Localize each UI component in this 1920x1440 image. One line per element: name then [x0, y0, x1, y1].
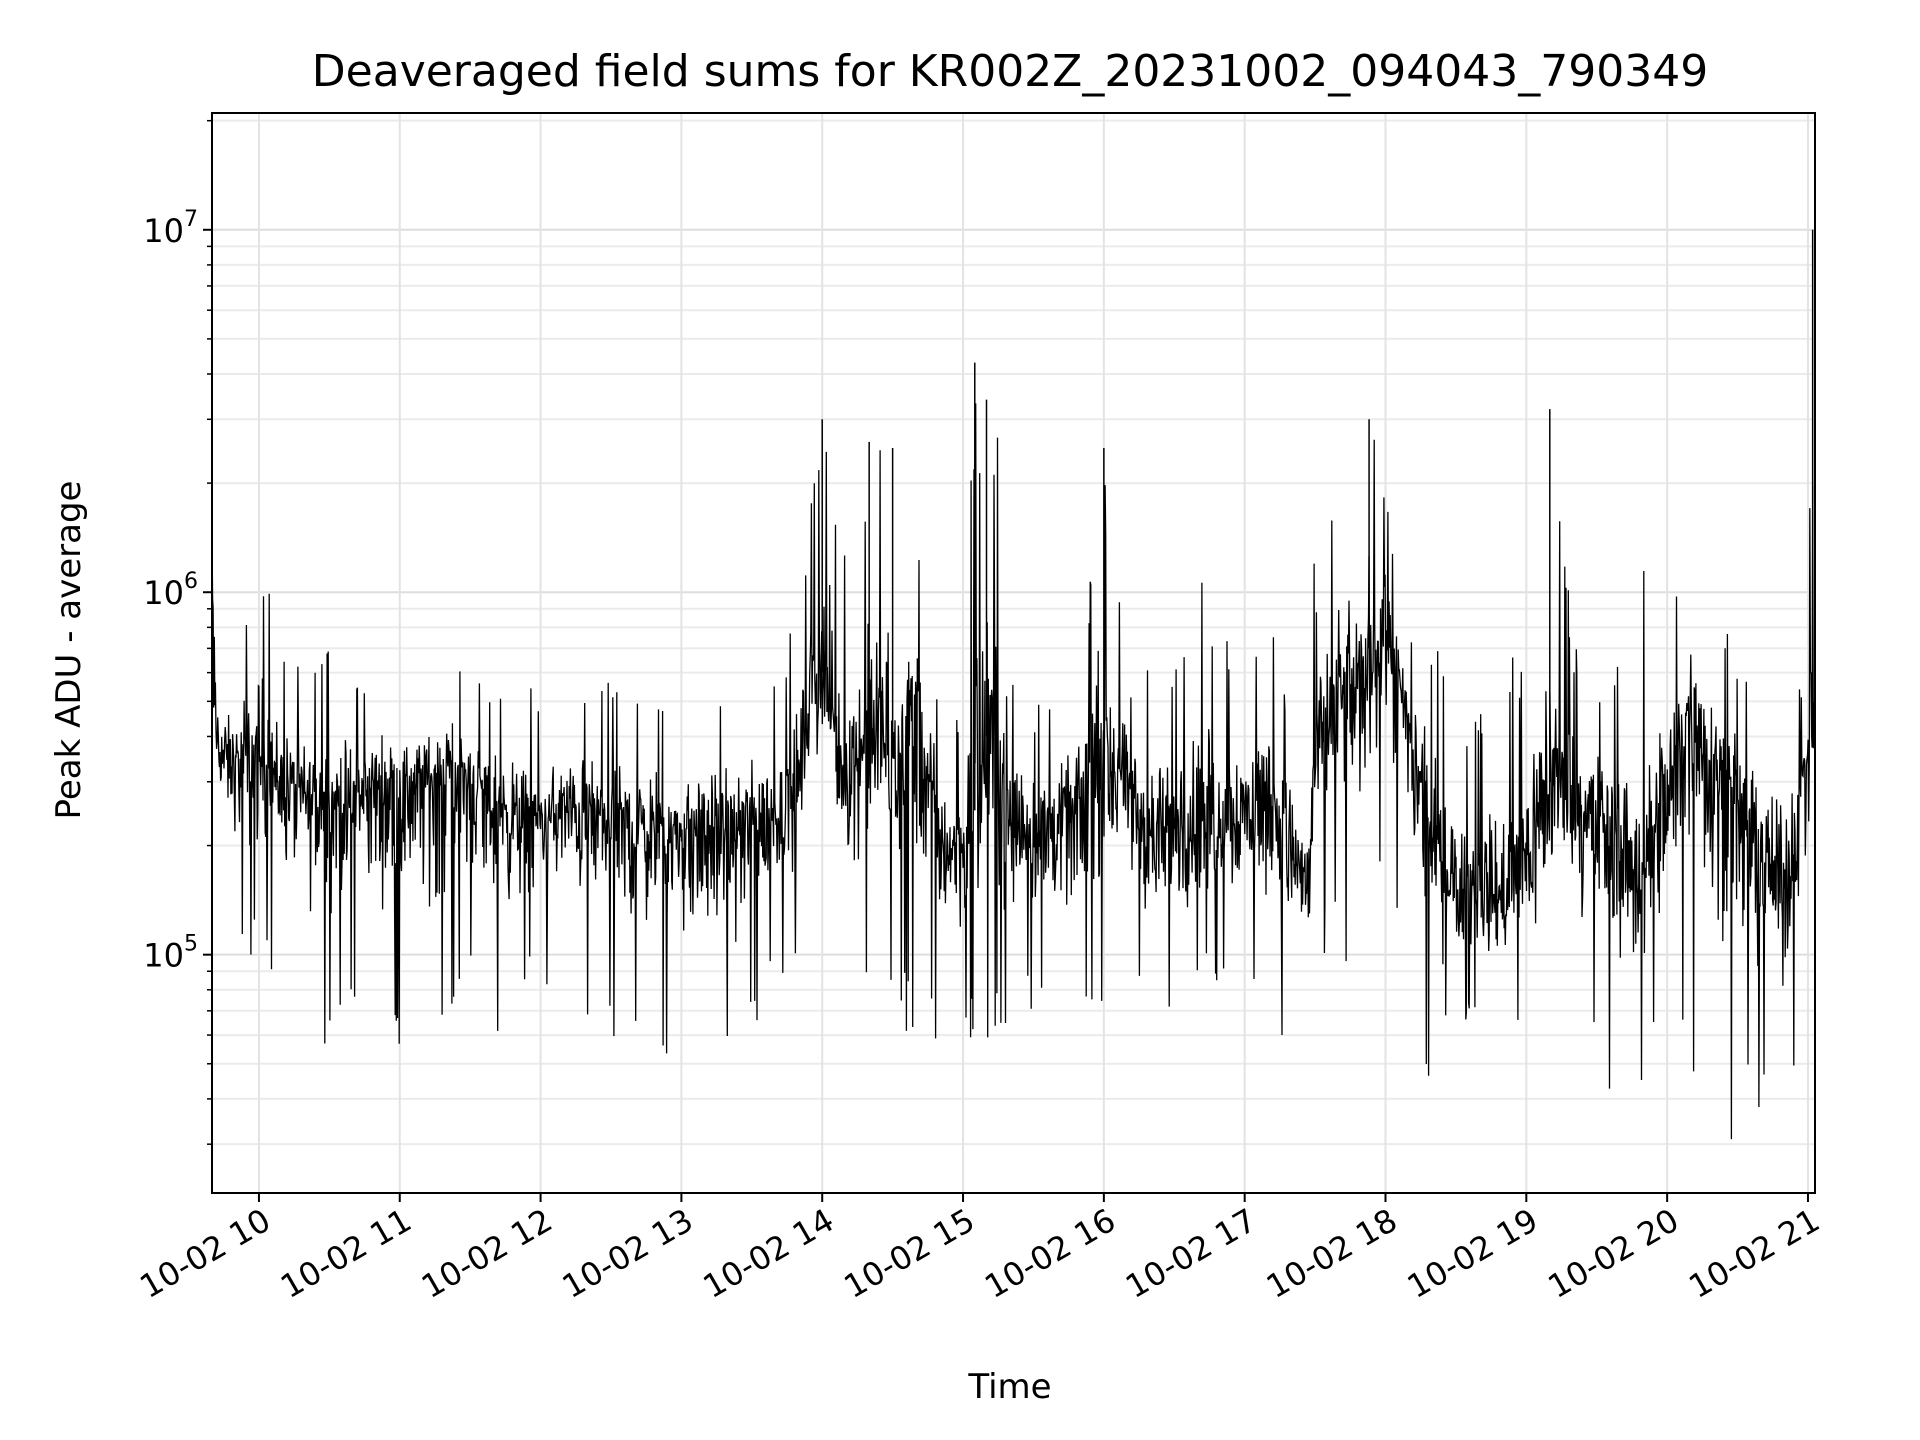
y-tick-exponent: 5: [184, 932, 198, 957]
x-axis-label: Time: [967, 1367, 1051, 1407]
y-tick-label: 107: [143, 207, 198, 250]
y-tick-exponent: 6: [184, 569, 198, 594]
y-tick-label: 106: [143, 569, 198, 612]
series-line: [211, 403, 1816, 1140]
series-layer: [211, 155, 1816, 1140]
y-axis-label: Peak ADU - average: [49, 481, 89, 820]
y-tick-exponent: 7: [184, 207, 198, 232]
plot-area-frame: [211, 112, 1816, 1194]
chart-title: Deaveraged field sums for KR002Z_2023100…: [312, 46, 1708, 97]
